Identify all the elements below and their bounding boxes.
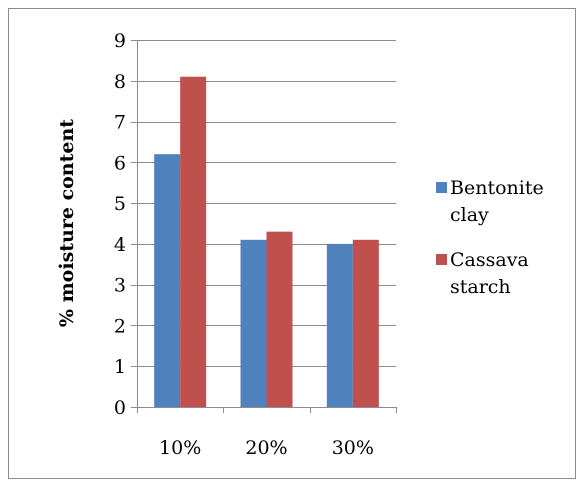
y-tick-label: 5 (114, 193, 126, 215)
y-tick-label: 8 (114, 71, 126, 93)
bar-bentonite-clay (154, 154, 181, 407)
bar-cassava-starch (352, 239, 379, 407)
legend-label: Cassava (450, 249, 529, 271)
y-tick-label: 9 (114, 30, 126, 52)
y-tick-label: 1 (114, 356, 126, 378)
bar-bentonite-clay (326, 243, 353, 407)
x-tick-label: 20% (245, 437, 287, 459)
y-tick-label: 2 (114, 315, 126, 337)
y-axis-label: % moisture content (56, 119, 78, 327)
x-tick-labels: 10% 20% 30% (159, 437, 374, 459)
axes (137, 40, 397, 413)
y-tick-label: 7 (114, 112, 126, 134)
legend-label: clay (450, 204, 489, 226)
y-tick-label: 0 (114, 397, 126, 419)
x-tick-label: 10% (159, 437, 201, 459)
x-tick-label: 30% (332, 437, 374, 459)
legend-label: Bentonite (450, 177, 544, 199)
bar-cassava-starch (180, 76, 207, 407)
bar-bentonite-clay (240, 239, 267, 407)
legend-swatch (436, 182, 447, 193)
legend-label: starch (450, 276, 511, 298)
legend-swatch (436, 254, 447, 265)
bars (154, 76, 379, 407)
y-tick-label: 6 (114, 152, 126, 174)
y-tick-labels: 0 1 2 3 4 5 6 7 8 9 (114, 30, 126, 419)
y-tick-label: 4 (114, 234, 126, 256)
y-tick-label: 3 (114, 275, 126, 297)
legend: Bentonite clay Cassava starch (436, 177, 544, 298)
bar-cassava-starch (266, 231, 293, 407)
